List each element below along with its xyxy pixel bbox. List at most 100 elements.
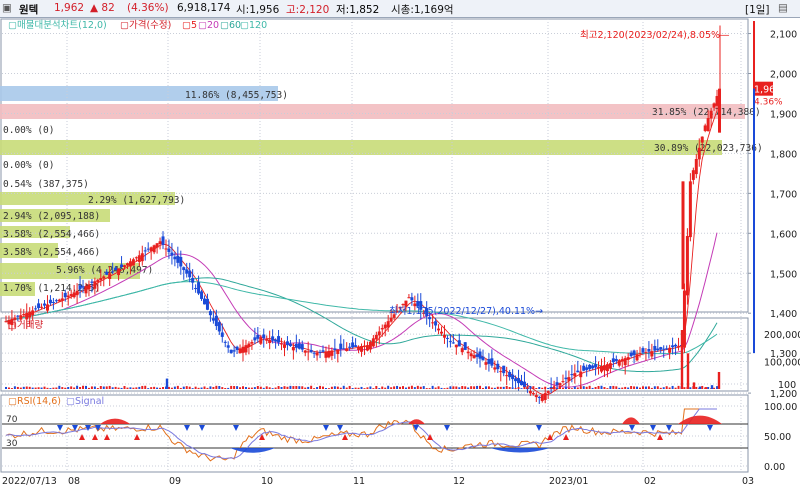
volume-bar — [487, 386, 490, 389]
candle-body — [629, 352, 633, 357]
candle-body — [327, 350, 331, 358]
profile-bar — [0, 86, 278, 101]
volume-bar — [336, 386, 339, 389]
volume-bar — [410, 385, 413, 389]
legend-price: ▢가격(수정) — [120, 19, 171, 31]
candle-body — [715, 96, 719, 106]
candle-body — [271, 336, 275, 341]
volume-bar — [31, 387, 34, 389]
volume-bar — [689, 387, 692, 389]
volume-bar — [129, 387, 132, 389]
volume-bar — [716, 386, 719, 389]
candle-body — [167, 248, 171, 253]
volume-bar — [277, 386, 280, 389]
candle-body — [608, 363, 612, 369]
candle-body — [635, 354, 639, 361]
volume-bar — [591, 387, 594, 389]
expand-icon[interactable]: ▣ — [2, 2, 12, 14]
candle-body — [315, 352, 319, 356]
profile-bar — [0, 282, 35, 296]
candle-body — [259, 337, 263, 344]
current-price: 1,962 — [54, 2, 85, 14]
volume-bar — [378, 388, 381, 389]
buy-arrow — [342, 434, 348, 440]
sell-arrow — [629, 425, 635, 431]
profile-bar — [0, 209, 110, 222]
menu-icon[interactable]: ▤ — [778, 2, 788, 14]
candle-body — [528, 391, 532, 394]
volume-bar — [319, 385, 322, 389]
candle-body — [466, 351, 470, 354]
volume-bar — [345, 387, 348, 389]
candle-body — [179, 256, 183, 267]
candle-body — [700, 136, 704, 143]
candle-body — [386, 321, 390, 328]
candle-body — [374, 334, 378, 340]
volume-bar — [283, 386, 286, 389]
candle-body — [247, 343, 251, 348]
volume-bar — [224, 388, 227, 389]
candle-body — [478, 351, 482, 359]
candle-body — [407, 297, 411, 299]
volume-profile: 11.86% (8,455,753) 31.85% (22,714,380) 0.0… — [0, 86, 763, 296]
volume-bar — [292, 386, 295, 389]
candle-body — [309, 350, 313, 353]
volume-bar — [324, 387, 327, 389]
volume-bar — [147, 388, 150, 389]
volume-bar — [114, 386, 117, 389]
candle-body — [321, 350, 325, 352]
candle-body — [285, 341, 289, 346]
candle-body — [422, 312, 426, 314]
sell-arrow — [650, 425, 656, 431]
volume-bar — [609, 386, 612, 389]
candle-body — [149, 247, 153, 251]
volume-bar — [170, 387, 173, 389]
profile-label: 2.29% (1,627,793) — [88, 195, 185, 206]
price-tick-label: 1,700 — [770, 189, 797, 200]
candle-body — [318, 351, 322, 353]
candle-body — [25, 312, 29, 320]
volume-bar — [582, 386, 585, 389]
period-button[interactable]: [1일] — [745, 4, 770, 16]
candle-body — [404, 300, 408, 307]
sell-arrow — [707, 425, 713, 431]
volume-bar — [185, 386, 188, 389]
volume-bar — [87, 387, 90, 389]
volume-bar — [43, 386, 46, 389]
volume-bar — [550, 388, 553, 389]
candle-body — [380, 328, 384, 330]
sell-arrow — [72, 425, 78, 431]
candle-body — [117, 268, 121, 276]
stock-name[interactable]: 원텍 — [19, 4, 39, 16]
candle-body — [558, 383, 562, 386]
volume-bar — [194, 386, 197, 389]
candle-body — [170, 252, 174, 256]
volume-bar — [259, 386, 262, 389]
price-tick-label: 2,100 — [770, 30, 797, 41]
candle-body — [413, 303, 417, 307]
moving-average-line — [5, 281, 718, 355]
volume-bar — [458, 387, 461, 389]
rsi-indicator — [5, 408, 722, 462]
profile-label: 0.00% (0) — [3, 125, 54, 136]
volume-bar — [570, 388, 573, 389]
volume-bar — [452, 386, 455, 389]
volume-bar — [165, 378, 169, 389]
candle-body — [324, 351, 328, 358]
candle-body — [60, 298, 64, 301]
volume-bar — [200, 387, 203, 389]
candle-body — [40, 306, 44, 308]
candle-body — [665, 348, 669, 350]
volume-bar — [135, 387, 138, 389]
candle-body — [514, 378, 518, 382]
candle-body — [339, 343, 343, 350]
candle-body — [214, 315, 218, 327]
volume-bar — [541, 387, 544, 389]
candle-body — [134, 257, 138, 259]
candle-body — [34, 308, 38, 310]
candle-body — [205, 298, 209, 310]
price-tick-label: 1,500 — [770, 269, 797, 280]
legend-ma5: ▢5 — [182, 20, 197, 31]
candle-body — [377, 331, 381, 336]
